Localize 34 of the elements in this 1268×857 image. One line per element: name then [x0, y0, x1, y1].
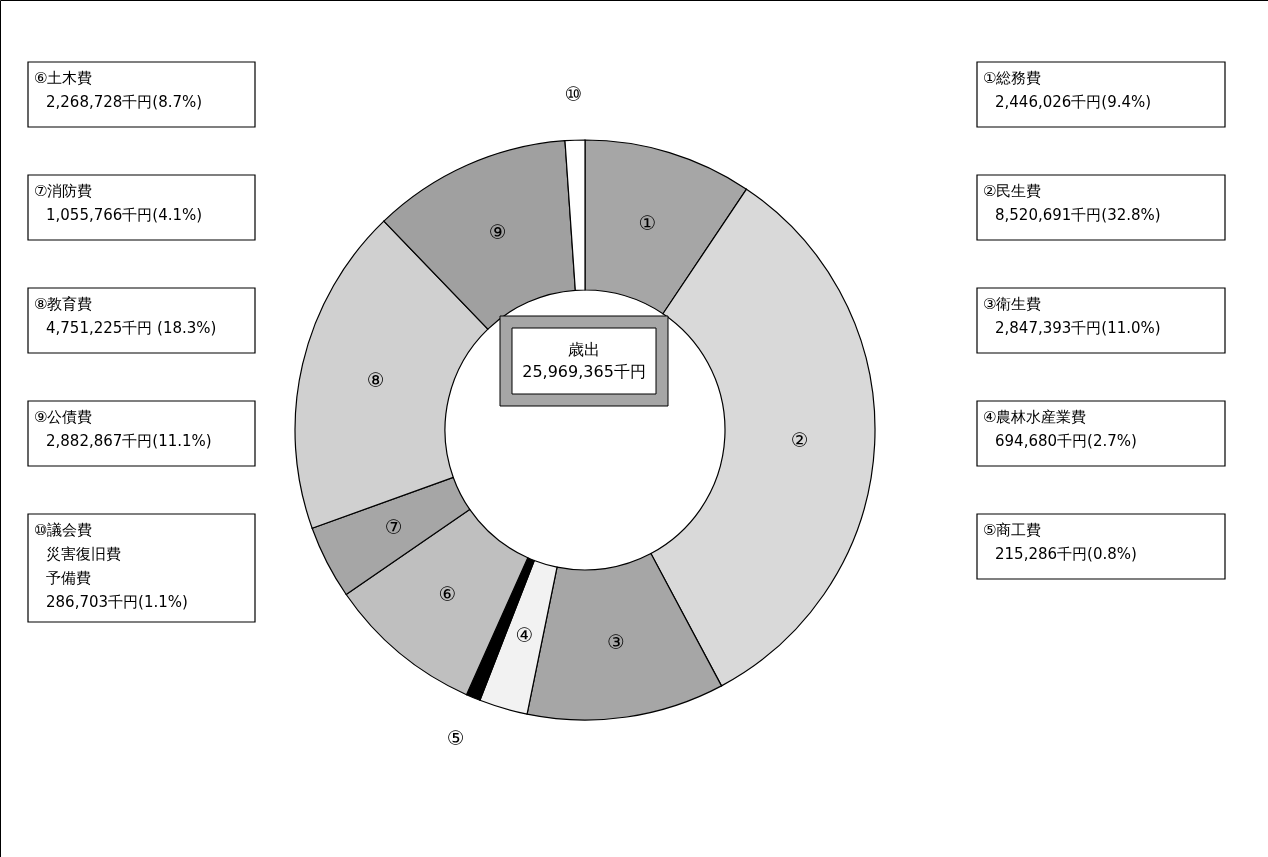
- text: ⑥土木費: [34, 69, 93, 87]
- slice-label: ⑩: [564, 82, 583, 107]
- text: 2,268,728千円(8.7%): [46, 93, 203, 111]
- slice-label: ⑥: [438, 582, 457, 607]
- slice-label: ③: [606, 629, 625, 654]
- text: ②民生費: [983, 182, 1042, 200]
- slice-label: ⑦: [384, 515, 403, 540]
- text: 4,751,225千円 (18.3%): [46, 319, 217, 337]
- text: ④農林水産業費: [983, 408, 1087, 426]
- text: ③衛生費: [983, 295, 1042, 313]
- text: ⑩議会費: [34, 521, 93, 539]
- text: 286,703千円(1.1%): [46, 593, 188, 611]
- text: 災害復旧費: [46, 545, 121, 563]
- text: ⑦消防費: [34, 182, 93, 200]
- text: 2,847,393千円(11.0%): [995, 319, 1161, 337]
- text: 215,286千円(0.8%): [995, 545, 1137, 563]
- text: 1,055,766千円(4.1%): [46, 206, 203, 224]
- text: 25,969,365千円: [522, 362, 646, 381]
- text: ⑤商工費: [983, 521, 1042, 539]
- slice-label: ①: [638, 211, 657, 236]
- slice-label: ②: [790, 427, 809, 452]
- text: 2,446,026千円(9.4%): [995, 93, 1152, 111]
- text: 694,680千円(2.7%): [995, 432, 1137, 450]
- slice-label: ⑨: [488, 220, 507, 245]
- text: 2,882,867千円(11.1%): [46, 432, 212, 450]
- text: 予備費: [46, 569, 91, 587]
- text: ⑨公債費: [34, 408, 93, 426]
- text: ⑧教育費: [34, 295, 93, 313]
- slice-label: ⑧: [366, 368, 385, 393]
- slice-label: ④: [515, 623, 534, 648]
- text: 歳出: [568, 340, 600, 359]
- slice-label: ⑤: [446, 726, 465, 751]
- text: 8,520,691千円(32.8%): [995, 206, 1161, 224]
- text: ①総務費: [983, 69, 1042, 87]
